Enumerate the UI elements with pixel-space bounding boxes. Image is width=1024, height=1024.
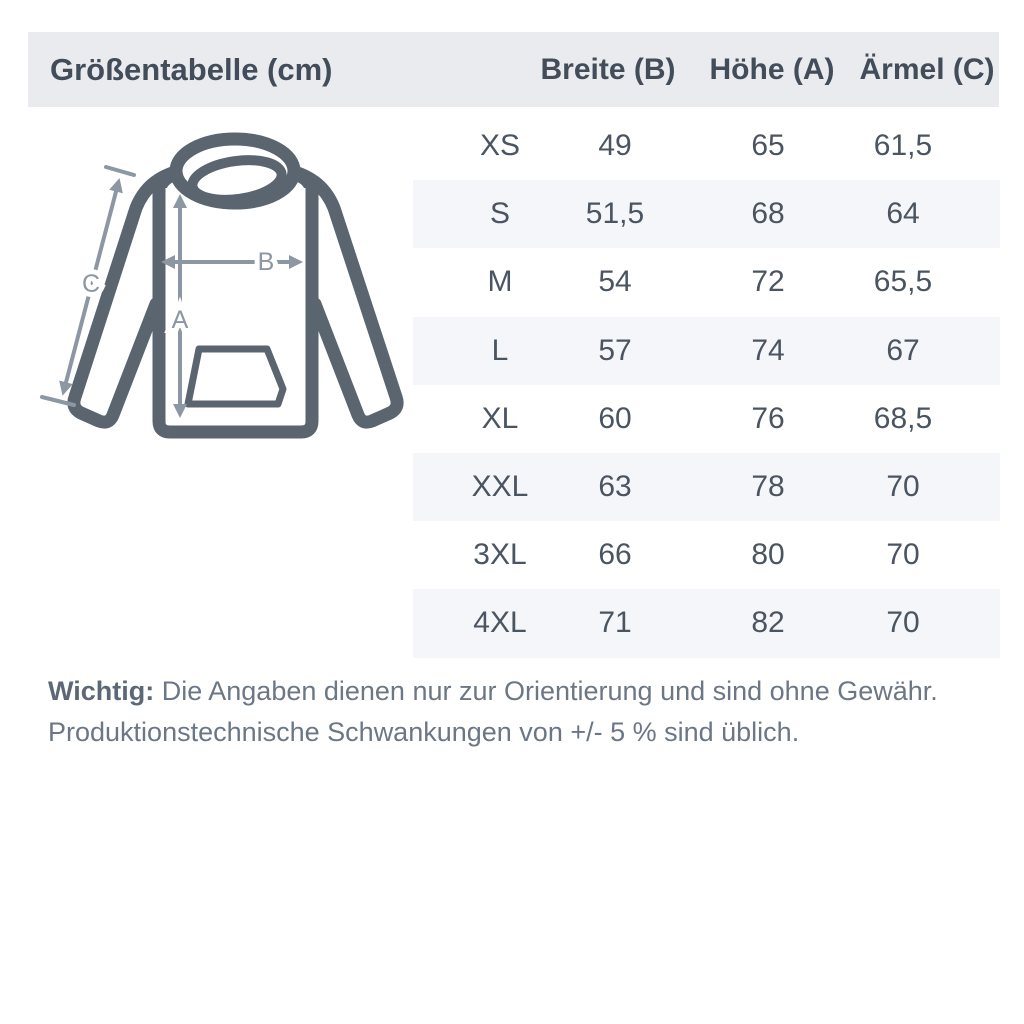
table-cell-size: XXL bbox=[471, 470, 529, 504]
table-cell-hoehe: 76 bbox=[751, 401, 785, 435]
table-row: M 54 72 65,5 bbox=[413, 248, 1000, 316]
table-cell-hoehe: 80 bbox=[751, 538, 785, 572]
disclaimer-note: Wichtig: Die Angaben dienen nur zur Orie… bbox=[48, 671, 958, 753]
table-row: 4XL 71 82 70 bbox=[413, 589, 1000, 658]
arrowhead-b-left bbox=[161, 255, 175, 269]
table-cell-aermel: 61,5 bbox=[873, 129, 933, 163]
hoodie-measurement-diagram: A B C bbox=[40, 132, 404, 439]
table-row: XS 49 65 61,5 bbox=[413, 112, 1000, 180]
table-cell-aermel: 70 bbox=[886, 538, 920, 572]
table-cell-breite: 57 bbox=[598, 333, 632, 367]
column-header-aermel: Ärmel (C) bbox=[859, 52, 995, 86]
table-cell-size: L bbox=[491, 333, 509, 367]
table-cell-breite: 54 bbox=[598, 265, 632, 299]
table-cell-breite: 60 bbox=[598, 401, 632, 435]
table-cell-breite: 66 bbox=[598, 538, 632, 572]
table-cell-hoehe: 65 bbox=[751, 129, 785, 163]
hoodie-hood-inner bbox=[187, 155, 287, 205]
hoodie-pocket bbox=[184, 345, 287, 408]
table-row: S 51,5 68 64 bbox=[413, 180, 1000, 249]
table-cell-hoehe: 68 bbox=[751, 197, 785, 231]
arrowhead-b-right bbox=[289, 255, 303, 269]
table-cell-aermel: 67 bbox=[886, 333, 920, 367]
table-cell-size: 3XL bbox=[473, 538, 527, 572]
arrowhead-a-bottom bbox=[173, 404, 187, 418]
table-cell-breite: 49 bbox=[598, 129, 632, 163]
dimension-tick-c-top bbox=[104, 165, 136, 177]
table-cell-breite: 63 bbox=[598, 470, 632, 504]
disclaimer-bold-prefix: Wichtig: bbox=[48, 676, 155, 706]
arrowhead-c-bottom bbox=[59, 380, 73, 396]
table-cell-aermel: 65,5 bbox=[873, 265, 933, 299]
size-table-rows: XS 49 65 61,5 S 51,5 68 64 M 54 72 65,5 L 57 74 67 XL 60 7… bbox=[413, 112, 1000, 658]
table-row: XXL 63 78 70 bbox=[413, 452, 1000, 522]
table-row: L 57 74 67 bbox=[413, 316, 1000, 385]
table-cell-size: 4XL bbox=[473, 606, 527, 640]
hoodie-right-sleeve bbox=[281, 163, 404, 429]
disclaimer-line1: Die Angaben dienen nur zur Orientierung … bbox=[154, 676, 938, 706]
table-cell-breite: 71 bbox=[598, 606, 632, 640]
table-cell-breite: 51,5 bbox=[585, 197, 645, 231]
table-row: 3XL 66 80 70 bbox=[413, 521, 1000, 589]
page-title: Größentabelle (cm) bbox=[50, 51, 333, 87]
table-cell-hoehe: 72 bbox=[751, 265, 785, 299]
dimension-label-c: C bbox=[82, 270, 100, 298]
table-cell-aermel: 68,5 bbox=[873, 401, 933, 435]
table-cell-aermel: 70 bbox=[886, 470, 920, 504]
table-cell-aermel: 70 bbox=[886, 606, 920, 640]
table-cell-hoehe: 82 bbox=[751, 606, 785, 640]
table-cell-size: M bbox=[487, 265, 513, 299]
table-cell-hoehe: 78 bbox=[751, 470, 785, 504]
table-cell-hoehe: 74 bbox=[751, 333, 785, 367]
dimension-label-b: B bbox=[258, 248, 275, 276]
table-cell-size: S bbox=[489, 197, 511, 231]
table-cell-size: XS bbox=[479, 129, 521, 163]
table-header-band: Größentabelle (cm) Breite (B) Höhe (A) Ä… bbox=[28, 32, 999, 107]
dimension-line-c bbox=[62, 182, 120, 392]
table-row: XL 60 76 68,5 bbox=[413, 385, 1000, 453]
disclaimer-line2: Produktionstechnische Schwankungen von +… bbox=[48, 717, 800, 747]
table-cell-size: XL bbox=[481, 401, 519, 435]
arrowhead-a-top bbox=[173, 194, 187, 208]
table-cell-aermel: 64 bbox=[886, 197, 920, 231]
column-header-breite: Breite (B) bbox=[540, 52, 676, 86]
dimension-label-a: A bbox=[172, 306, 189, 334]
column-header-hoehe: Höhe (A) bbox=[709, 52, 835, 86]
dimension-tick-c-bottom bbox=[40, 395, 76, 407]
arrowhead-c-top bbox=[109, 178, 123, 194]
